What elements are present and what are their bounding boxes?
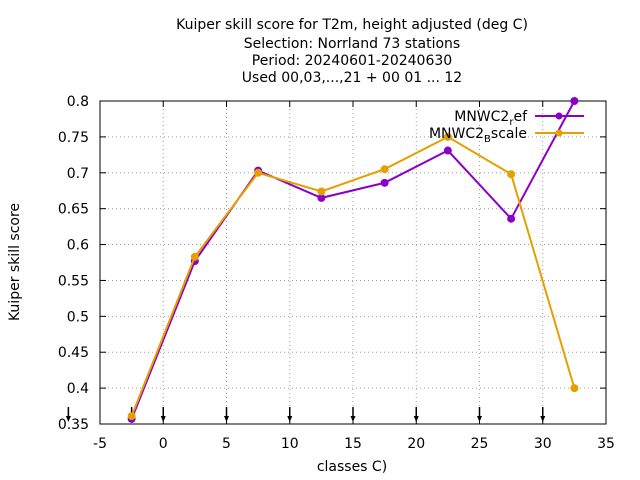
class-marker-arrow (350, 416, 356, 422)
data-point (507, 170, 516, 179)
data-point (127, 412, 136, 421)
x-tick-label: -5 (93, 436, 107, 452)
legend-label-1: MNWC2ref (454, 109, 528, 128)
x-tick-label: 5 (222, 436, 231, 452)
legend-label-tail: scale (491, 126, 527, 142)
x-tick-label: 35 (597, 436, 615, 452)
y-axis-label: Kuiper skill score (7, 203, 23, 321)
legend-swatch-point (555, 112, 563, 120)
legend-label-sub: r (509, 117, 514, 128)
x-tick-label: 30 (534, 436, 552, 452)
y-tick-label: 0.4 (67, 381, 89, 397)
data-point (380, 165, 389, 174)
legend-label-main: MNWC2 (454, 109, 509, 125)
class-marker-arrow (540, 416, 546, 422)
title-line-4: Used 00,03,...,21 + 00 01 ... 12 (242, 70, 462, 86)
class-markers (65, 407, 546, 422)
x-tick-label: 0 (159, 436, 168, 452)
series-line (130, 100, 576, 420)
y-tick-label: 0.65 (58, 202, 89, 218)
class-marker-arrow (224, 416, 229, 422)
tick-labels: -5 0 5 10 15 20 25 30 35 0.35 0.4 0.45 0.5 0.55 0.6 0.6… (58, 94, 615, 452)
grid-lines (100, 101, 606, 424)
legend-swatch-point (555, 129, 563, 137)
class-marker-arrow (65, 416, 71, 422)
series-line (130, 135, 576, 417)
legend-label-tail: ef (513, 109, 528, 125)
y-tick-label: 0.6 (67, 238, 89, 254)
y-tick-label: 0.75 (58, 130, 89, 146)
title-line-2: Selection: Norrland 73 stations (244, 36, 460, 52)
data-point (317, 193, 326, 202)
x-axis-label: classes C) (317, 459, 387, 475)
chart-title: Kuiper skill score for T2m, height adjus… (176, 17, 528, 86)
data-point (317, 187, 326, 196)
data-point (570, 384, 579, 393)
class-marker-arrow (287, 416, 293, 422)
x-tick-label: 10 (281, 436, 299, 452)
y-tick-label: 0.7 (67, 166, 89, 182)
data-point (507, 214, 516, 223)
y-tick-label: 0.8 (67, 94, 89, 110)
data-point (443, 146, 452, 155)
data-point (380, 178, 389, 187)
y-tick-label: 0.35 (58, 417, 89, 433)
x-tick-label: 25 (471, 436, 489, 452)
data-point (570, 97, 579, 105)
y-tick-label: 0.55 (58, 273, 89, 289)
legend-label-2: MNWC2Bscale (429, 126, 527, 145)
data-point (254, 168, 263, 177)
x-tick-label: 15 (344, 436, 362, 452)
y-tick-label: 0.45 (58, 345, 89, 361)
class-marker-arrow (160, 416, 166, 422)
legend-label-main: MNWC2 (429, 126, 484, 142)
series-2 (127, 132, 579, 421)
class-marker-arrow (477, 416, 482, 422)
legend-label-sub: B (484, 134, 491, 145)
title-line-3: Period: 20240601-20240630 (252, 53, 452, 69)
x-tick-label: 20 (407, 436, 425, 452)
class-marker-arrow (413, 416, 419, 422)
plot-frame (99, 100, 607, 425)
title-line-1: Kuiper skill score for T2m, height adjus… (176, 17, 528, 33)
data-point (190, 252, 199, 261)
y-tick-label: 0.5 (67, 309, 89, 325)
data-point (443, 132, 452, 141)
series-layer (127, 97, 579, 423)
